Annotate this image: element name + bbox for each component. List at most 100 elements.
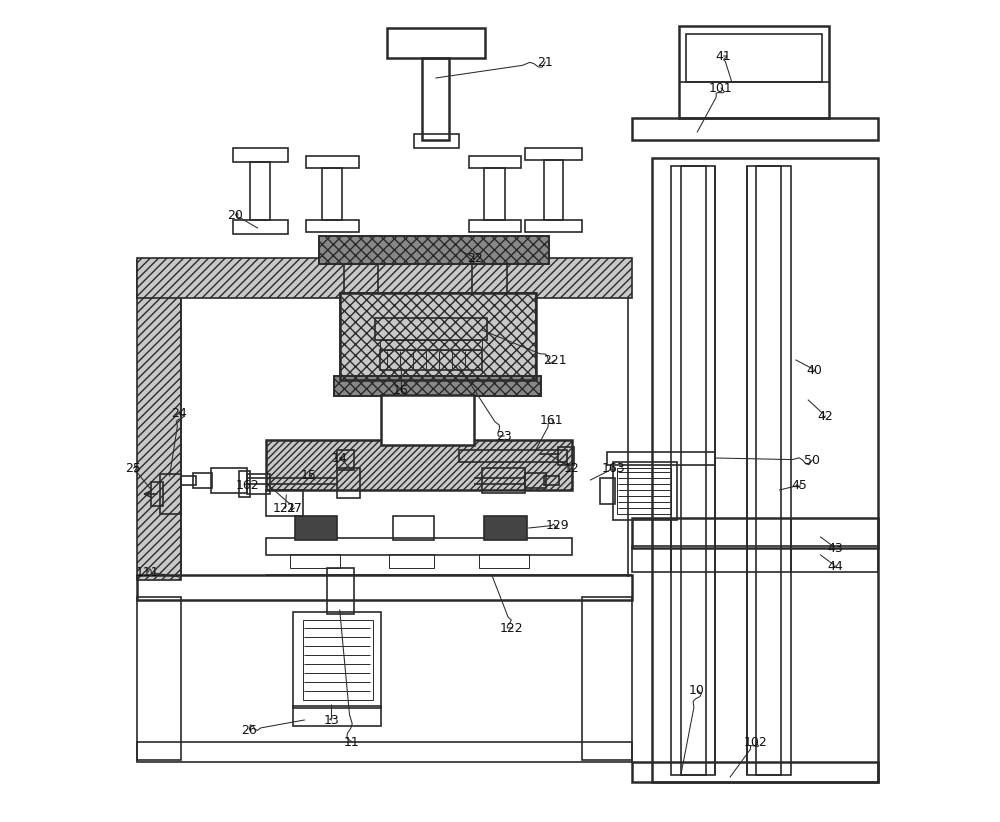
Bar (671, 166, 715, 775)
Text: 41: 41 (715, 49, 731, 62)
Text: 16: 16 (393, 384, 409, 396)
Bar (472, 264, 507, 295)
Bar (679, 26, 829, 118)
Text: 25: 25 (125, 461, 141, 474)
Bar (266, 490, 303, 516)
Bar (414, 134, 459, 148)
Bar (151, 482, 163, 506)
Text: 15: 15 (301, 469, 317, 482)
Bar (306, 220, 359, 232)
Bar (266, 440, 572, 490)
Bar (380, 340, 482, 350)
Bar (632, 546, 878, 572)
Bar (756, 166, 781, 775)
Bar (632, 518, 878, 548)
Bar (469, 156, 521, 168)
Bar (344, 264, 378, 295)
Text: 12: 12 (564, 461, 580, 474)
Bar (137, 260, 181, 580)
Bar (306, 156, 359, 168)
Text: 10: 10 (689, 684, 705, 696)
Bar (334, 376, 541, 396)
Bar (247, 474, 270, 494)
Bar (525, 220, 582, 232)
Text: 43: 43 (827, 542, 843, 555)
Bar (582, 597, 632, 760)
Text: 44: 44 (827, 560, 843, 572)
Bar (211, 468, 247, 493)
Text: 14: 14 (331, 451, 347, 464)
Bar (484, 516, 527, 540)
Text: 42: 42 (817, 409, 833, 423)
Text: 111: 111 (136, 566, 159, 579)
Bar (389, 554, 434, 568)
Bar (558, 447, 574, 465)
Text: 129: 129 (545, 519, 569, 532)
Bar (380, 350, 482, 370)
Bar (479, 554, 529, 568)
Text: 162: 162 (235, 478, 259, 492)
Text: 20: 20 (227, 209, 243, 221)
Bar (137, 742, 632, 762)
Bar (686, 34, 822, 82)
Text: 122: 122 (500, 621, 524, 635)
Text: 26: 26 (241, 723, 257, 737)
Bar (340, 293, 536, 380)
Bar (233, 220, 288, 234)
Bar (600, 478, 615, 504)
Bar (613, 462, 677, 520)
Text: 22: 22 (467, 252, 483, 265)
Text: 221: 221 (543, 353, 566, 367)
Bar (319, 236, 549, 264)
Bar (250, 162, 270, 220)
Bar (337, 468, 360, 498)
Bar (233, 148, 288, 162)
Text: 102: 102 (743, 736, 767, 749)
Bar (381, 395, 474, 445)
Bar (617, 468, 671, 514)
Bar (337, 450, 354, 470)
Text: 21: 21 (537, 56, 553, 68)
Bar (160, 474, 181, 514)
Text: 11: 11 (344, 736, 360, 749)
Text: 45: 45 (792, 478, 808, 492)
Text: 27: 27 (286, 501, 302, 515)
Bar (181, 476, 196, 485)
Bar (340, 293, 536, 380)
Bar (137, 575, 632, 600)
Bar (322, 168, 342, 220)
Bar (459, 450, 567, 462)
Bar (327, 568, 354, 614)
Bar (469, 220, 521, 232)
Bar (393, 516, 434, 540)
Text: 163: 163 (602, 461, 626, 474)
Bar (747, 166, 791, 775)
Bar (544, 160, 563, 220)
Bar (681, 166, 706, 775)
Bar (137, 597, 181, 760)
Bar (193, 473, 212, 488)
Text: 40: 40 (807, 363, 822, 376)
Bar (303, 620, 373, 700)
Bar (422, 58, 449, 140)
Bar (266, 538, 572, 555)
Bar (137, 258, 632, 298)
Text: 121: 121 (273, 501, 297, 515)
Bar (293, 612, 381, 708)
Bar (607, 452, 715, 465)
Bar (319, 236, 549, 264)
Bar (482, 468, 525, 493)
Bar (239, 471, 250, 497)
Text: 24: 24 (171, 407, 187, 419)
Bar (334, 376, 541, 396)
Bar (375, 318, 487, 340)
Bar (652, 158, 878, 782)
Bar (632, 762, 878, 782)
Text: 50: 50 (804, 454, 820, 467)
Bar (632, 118, 878, 140)
Bar (484, 168, 505, 220)
Bar (290, 554, 340, 568)
Text: 23: 23 (496, 430, 512, 442)
Bar (525, 473, 546, 488)
Bar (544, 476, 559, 485)
